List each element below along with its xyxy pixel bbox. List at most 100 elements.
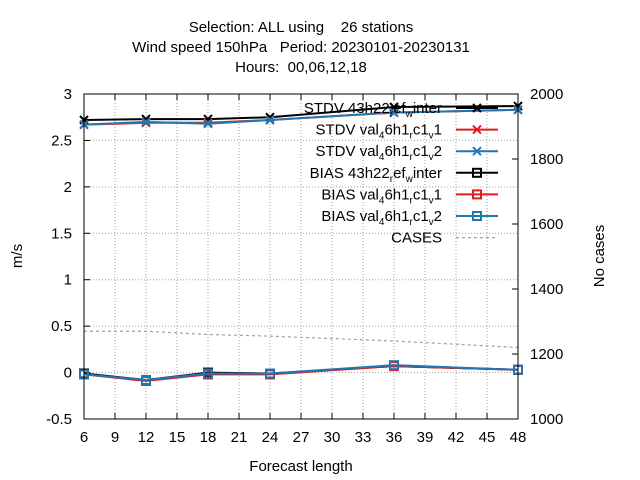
legend-label-subscript: v (429, 217, 434, 228)
legend-label-subscript: r (409, 152, 413, 163)
legend-label-subscript: w (405, 109, 414, 120)
x-tick-label: 48 (510, 429, 527, 446)
x-tick-label: 33 (355, 429, 372, 446)
legend-label-main: STDV val (316, 143, 379, 160)
legend-label-text: c1 (413, 208, 429, 225)
legend-label-main: CASES (391, 230, 442, 247)
legend-label-text: inter (413, 165, 442, 182)
legend-label: CASES (391, 230, 442, 247)
y2-tick-label: 1400 (530, 281, 563, 298)
data-point (389, 107, 399, 118)
legend-entry: STDV val46h1rc1v1 (316, 122, 498, 142)
y-tick-label: 0.5 (51, 318, 72, 335)
legend-label-main: STDV val (316, 122, 379, 139)
y2-tick-label: 1800 (530, 151, 563, 168)
legend-label-subscript: 4 (379, 152, 385, 163)
y2-tick-label: 2000 (530, 86, 563, 103)
data-point (472, 124, 482, 135)
series-line (84, 330, 519, 349)
y-tick-label: 2.5 (51, 132, 72, 149)
grid (84, 94, 518, 419)
x-tick-label: 30 (324, 429, 341, 446)
legend-label-text: 6h1 (384, 143, 409, 160)
legend-label-subscript: 4 (379, 131, 385, 142)
title-line: Selection: ALL using 26 stations (189, 19, 414, 36)
x-tick-label: 18 (200, 429, 217, 446)
point-marker (141, 117, 151, 127)
legend-entry: CASES (391, 230, 498, 247)
legend-label-main: BIAS 43h22 (310, 165, 390, 182)
legend-label-main: STDV 43h22 (304, 100, 390, 117)
series-line (83, 105, 519, 121)
x-tick-label: 15 (169, 429, 186, 446)
data-point (203, 368, 213, 379)
data-point (472, 146, 482, 156)
legend-label-subscript: r (409, 217, 413, 228)
point-marker (265, 115, 275, 125)
legend-entry: BIAS val46h1rc1v1 (321, 186, 498, 206)
legend-entry: STDV 43h22refwinter (304, 100, 498, 120)
legend-label-main: BIAS val (321, 208, 379, 225)
title-line: Hours: 00,06,12,18 (235, 59, 367, 76)
chart-title: Selection: ALL using 26 stations Wind spe… (132, 19, 470, 76)
y2-tick-label: 1000 (530, 411, 563, 428)
legend-label-subscript: r (409, 131, 413, 142)
legend-label-subscript: v (429, 195, 434, 206)
legend-label: BIAS 43h22refwinter (310, 165, 442, 185)
series-group (79, 101, 523, 386)
legend-label-subscript: r (409, 195, 413, 206)
legend-label-text: ef (393, 100, 406, 117)
data-point (472, 189, 482, 200)
axis-ticks: 6 9 12 15 18 21 24 27 30 33 36 39 42 45 48-0.500.511.5… (46, 86, 563, 446)
legend-label: STDV val46h1rc1v1 (316, 122, 442, 142)
x-tick-label: 45 (479, 429, 496, 446)
legend-label: STDV 43h22refwinter (304, 100, 442, 120)
x-tick-label: 6 (80, 429, 88, 446)
title-line: Wind speed 150hPa Period: 20230101-20230… (132, 39, 470, 56)
data-point (265, 115, 275, 125)
legend-label: STDV val46h1rc1v2 (316, 143, 442, 163)
y-axis-label: m/s (9, 244, 26, 268)
point-marker (389, 107, 399, 118)
data-point (141, 117, 151, 127)
point-marker (472, 146, 482, 156)
y-tick-label: 0 (64, 365, 72, 382)
legend-entry: BIAS 43h22refwinter (310, 165, 498, 185)
legend-label: BIAS val46h1rc1v1 (321, 186, 442, 206)
legend-label-text: 6h1 (384, 186, 409, 203)
y-tick-label: 1.5 (51, 225, 72, 242)
legend-label-text: 2 (434, 208, 442, 225)
x-tick-label: 27 (293, 429, 310, 446)
legend-label-text: ef (393, 165, 406, 182)
data-point (389, 360, 399, 371)
legend-label: BIAS val46h1rc1v2 (321, 208, 442, 228)
series-line (83, 364, 519, 382)
y2-tick-label: 1200 (530, 346, 563, 363)
legend-label-subscript: 4 (379, 195, 385, 206)
legend-label-subscript: v (429, 152, 434, 163)
legend-label-subscript: r (390, 109, 394, 120)
data-point (472, 211, 482, 221)
legend-label-subscript: w (405, 174, 414, 185)
y-tick-label: 3 (64, 86, 72, 103)
data-point (141, 375, 151, 385)
point-marker (203, 119, 213, 129)
plot-frame (83, 93, 519, 420)
x-axis-label: Forecast length (249, 458, 352, 475)
legend-label-text: 6h1 (384, 122, 409, 139)
series-cases (84, 330, 519, 349)
y-tick-label: -0.5 (46, 411, 72, 428)
legend-label-text: 6h1 (384, 208, 409, 225)
legend-label-text: 1 (434, 186, 442, 203)
legend-label-text: c1 (413, 122, 429, 139)
legend-label-subscript: v (429, 131, 434, 142)
x-tick-label: 36 (386, 429, 403, 446)
x-tick-label: 39 (417, 429, 434, 446)
data-point (203, 119, 213, 129)
legend-entry: STDV val46h1rc1v2 (316, 143, 498, 163)
data-point (472, 167, 482, 178)
x-tick-label: 21 (231, 429, 248, 446)
x-tick-label: 24 (262, 429, 279, 446)
